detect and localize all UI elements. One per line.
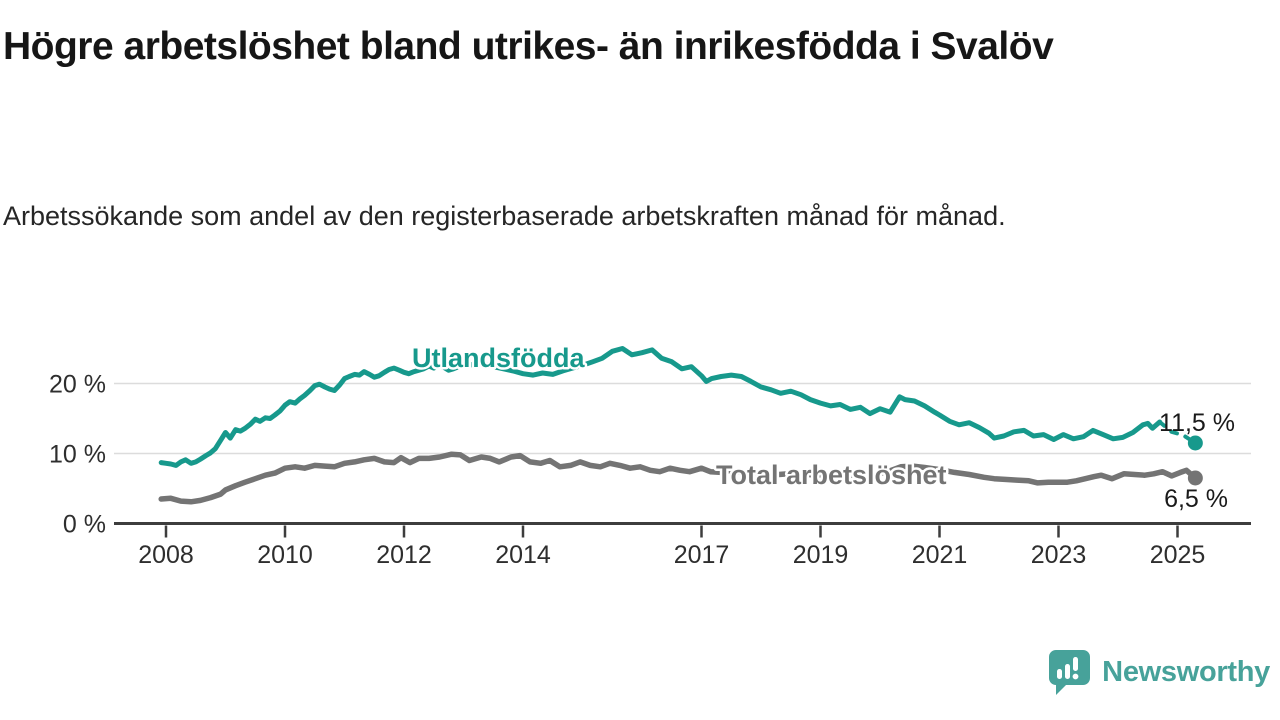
series-end-dot: [1187, 470, 1203, 486]
y-axis-labels: 0 % 10 % 20 %: [49, 371, 106, 539]
series-total-arbetsl-shet: Total arbetslöshet 6,5 %: [158, 451, 1228, 513]
series-line: [158, 451, 1199, 505]
bar-chart-glyph: [1057, 657, 1079, 680]
newsworthy-logo-icon: [1049, 650, 1091, 695]
x-tick-label-2019: 2019: [793, 541, 849, 569]
series-end-value-label: 11,5 %: [1159, 409, 1235, 437]
y-tick-label-10: 10 %: [49, 441, 106, 469]
x-tick-label-2010: 2010: [257, 541, 313, 569]
x-axis: 2008 2010 2012 2014 2017 2019 2021 2023 2025: [114, 522, 1251, 569]
x-tick-label-2014: 2014: [495, 541, 551, 569]
chart-title: Högre arbetslöshet bland utrikes- än inr…: [3, 25, 1054, 68]
series-end-dot: [1187, 435, 1203, 451]
series-label: Total arbetslöshet: [716, 460, 947, 490]
series-utlandsf-dda: Utlandsfödda 11,5 %: [158, 341, 1235, 468]
y-tick-label-0: 0 %: [63, 511, 106, 539]
series-label: Utlandsfödda: [412, 343, 585, 373]
series-end-value-label: 6,5 %: [1164, 485, 1228, 513]
x-tick-label-2025: 2025: [1150, 541, 1206, 569]
y-tick-label-20: 20 %: [49, 371, 106, 399]
x-tick-label-2021: 2021: [912, 541, 968, 569]
x-tick-label-2012: 2012: [376, 541, 432, 569]
x-tick-label-2008: 2008: [138, 541, 194, 569]
chart-subtitle: Arbetssökande som andel av den registerb…: [3, 201, 1006, 231]
x-tick-label-2017: 2017: [674, 541, 730, 569]
x-tick-label-2023: 2023: [1031, 541, 1087, 569]
gridlines: [114, 382, 1251, 455]
newsworthy-logo: Newsworthy: [1045, 646, 1270, 698]
newsworthy-logo-text: Newsworthy: [1102, 655, 1270, 688]
series-line: [158, 346, 1163, 468]
